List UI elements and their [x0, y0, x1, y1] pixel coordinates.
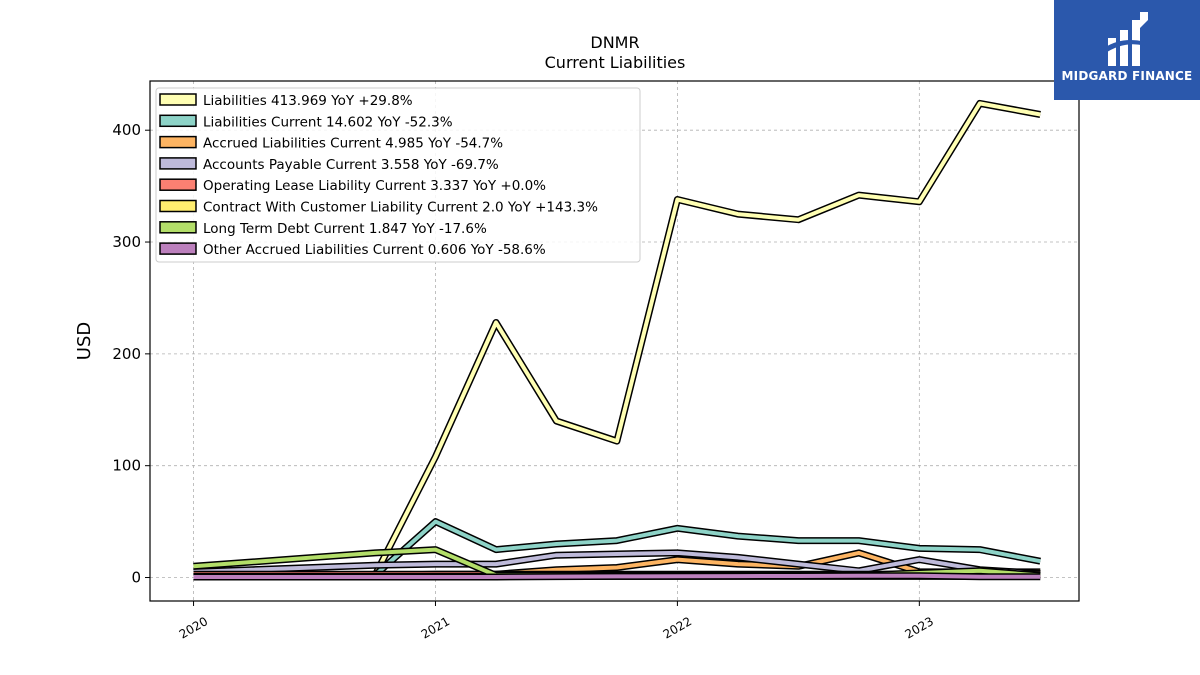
legend-swatch-liabilities-current — [159, 114, 197, 128]
legend-box — [155, 87, 641, 263]
y-tick-label: 300 — [112, 233, 141, 251]
legend-swatch-accrued-liabilities-current — [159, 135, 197, 149]
legend-swatch-liabilities — [159, 93, 197, 106]
series-line-liabilities — [193, 101, 1041, 578]
legend-swatch-accounts-payable-current — [159, 157, 197, 170]
logo-mark-icon — [1104, 12, 1148, 66]
y-tick-label: 0 — [131, 569, 141, 587]
x-tick-label: 2022 — [661, 614, 694, 641]
legend-entry-operating-lease-liability-current: Operating Lease Liability Current 3.337 … — [203, 178, 546, 194]
y-axis-label: USD — [74, 322, 95, 360]
legend-entry-liabilities-current: Liabilities Current 14.602 YoY -52.3% — [203, 114, 453, 130]
y-axis-ticks: 0 100 200 300 400 — [112, 121, 150, 587]
midgard-finance-logo: MIDGARD FINANCE — [1054, 0, 1200, 100]
legend-entry-accrued-liabilities-current: Accrued Liabilities Current 4.985 YoY -5… — [203, 136, 503, 152]
plot-frame — [149, 80, 1080, 602]
legend-swatch-long-term-debt-current — [159, 221, 197, 234]
legend-swatch-operating-lease-liability-current — [159, 178, 197, 191]
y-tick-label: 100 — [112, 457, 141, 475]
series-line-accounts-payable-current — [193, 550, 1041, 576]
series-lines — [193, 99, 1041, 581]
series-line-other-accrued-liabilities-current — [193, 573, 1041, 579]
legend-entry-other-accrued-liabilities-current: Other Accrued Liabilities Current 0.606 … — [203, 242, 546, 258]
chart-title: DNMR — [590, 33, 639, 52]
legend-entry-contract-with-customer-liability-current: Contract With Customer Liability Current… — [203, 200, 598, 216]
legend-entry-long-term-debt-current: Long Term Debt Current 1.847 YoY -17.6% — [203, 221, 487, 237]
legend: Liabilities 413.969 YoY +29.8% Liabilitie… — [155, 87, 641, 263]
legend-entry-accounts-payable-current: Accounts Payable Current 3.558 YoY -69.7… — [203, 157, 499, 173]
x-tick-label: 2023 — [903, 614, 936, 641]
legend-swatch-other-accrued-liabilities-current — [159, 242, 197, 255]
y-tick-label: 200 — [112, 345, 141, 363]
legend-swatch-contract-with-customer-liability-current — [159, 199, 197, 213]
series-line-liabilities-current — [193, 519, 1041, 578]
y-tick-label: 400 — [112, 121, 141, 139]
chart-subtitle: Current Liabilities — [545, 53, 686, 72]
logo-text: MIDGARD FINANCE — [1061, 69, 1193, 83]
x-tick-label: 2021 — [419, 614, 452, 641]
x-tick-label: 2020 — [177, 614, 210, 641]
x-axis-ticks: 2020 2021 2022 2023 — [177, 601, 936, 642]
legend-entry-liabilities: Liabilities 413.969 YoY +29.8% — [203, 93, 413, 109]
